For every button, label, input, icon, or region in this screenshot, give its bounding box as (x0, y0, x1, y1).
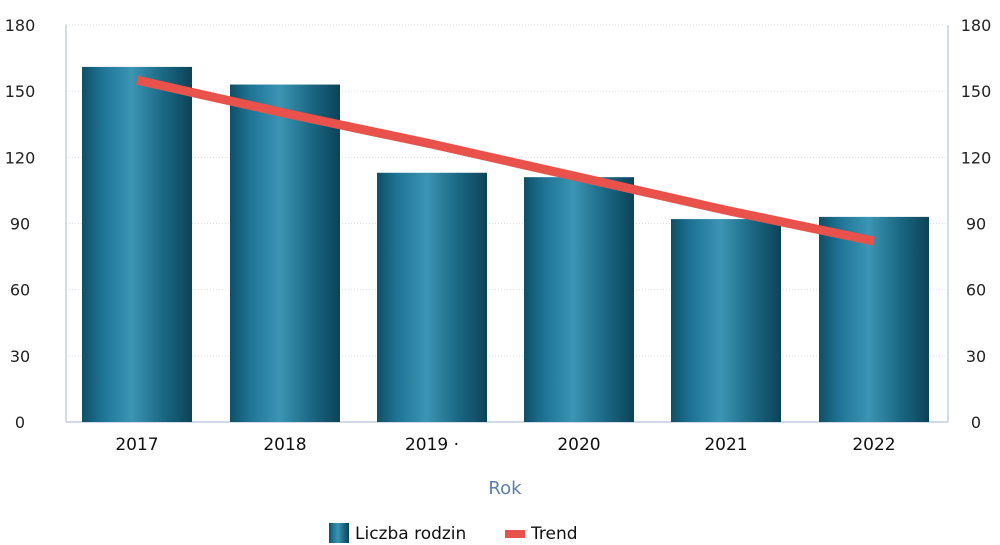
x-axis-title: Rok (488, 478, 522, 499)
x-tick-label: 2018 (263, 435, 306, 455)
y-tick-label-right: 150 (961, 82, 992, 101)
bar-series (82, 66, 929, 423)
axis-labels: 0 30 60 90 120 150 180 0 30 60 90 120 150 180 2017 2018… (5, 16, 992, 499)
legend-label-bars: Liczba rodzin (355, 524, 466, 544)
y-tick-label-right: 120 (961, 148, 992, 167)
legend-swatch-trend (505, 530, 525, 538)
bar-2022 (819, 216, 929, 422)
y-tick-label-right: 60 (966, 281, 986, 300)
bar-2017 (82, 66, 192, 423)
y-tick-label-left: 30 (10, 347, 30, 366)
y-tick-label-right: 0 (971, 413, 981, 432)
y-tick-label-left: 0 (15, 413, 25, 432)
trend-series (136, 75, 875, 246)
y-tick-label-left: 60 (10, 281, 30, 300)
y-tick-label-right: 180 (961, 16, 992, 35)
y-tick-label-right: 90 (966, 215, 986, 234)
y-tick-label-left: 180 (5, 16, 36, 35)
grid (66, 24, 948, 357)
x-tick-label: 2022 (852, 435, 895, 455)
y-tick-label-left: 150 (5, 82, 36, 101)
bar-2020 (524, 177, 634, 422)
bar-2019 (377, 172, 487, 422)
x-tick-label: 2019 · (405, 435, 459, 455)
y-tick-label-right: 30 (966, 347, 986, 366)
bar-2018 (230, 84, 340, 423)
legend: Liczba rodzin Trend (329, 523, 578, 544)
y-tick-label-left: 120 (5, 148, 36, 167)
x-tick-label: 2020 (557, 435, 600, 455)
x-tick-label: 2021 (704, 435, 747, 455)
y-tick-label-left: 90 (10, 215, 30, 234)
trend-line (136, 75, 875, 246)
bar-2021 (671, 219, 781, 422)
legend-label-trend: Trend (530, 524, 578, 544)
axes (65, 25, 949, 423)
x-tick-label: 2017 (115, 435, 158, 455)
legend-swatch-bars (329, 523, 349, 543)
